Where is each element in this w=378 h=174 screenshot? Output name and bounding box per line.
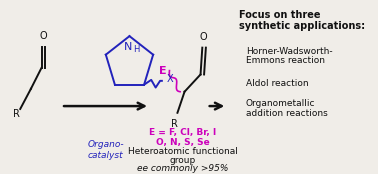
Text: R: R — [171, 118, 178, 129]
Text: O, N, S, Se: O, N, S, Se — [156, 138, 210, 147]
Text: addition reactions: addition reactions — [246, 109, 328, 118]
Text: Focus on three: Focus on three — [239, 10, 320, 20]
Text: Horner-Wadsworth-: Horner-Wadsworth- — [246, 47, 333, 56]
Text: E = F, Cl, Br, I: E = F, Cl, Br, I — [149, 128, 216, 137]
Text: Aldol reaction: Aldol reaction — [246, 79, 308, 88]
Text: N: N — [124, 42, 132, 52]
Text: Organometallic: Organometallic — [246, 99, 315, 108]
Text: E: E — [160, 66, 167, 76]
Text: H: H — [133, 45, 140, 54]
Text: ee commonly >95%: ee commonly >95% — [137, 164, 228, 173]
Text: O: O — [40, 31, 47, 41]
Text: Emmons reaction: Emmons reaction — [246, 56, 325, 65]
Text: synthetic applications:: synthetic applications: — [239, 21, 365, 31]
Text: Heteroatomic functional: Heteroatomic functional — [128, 147, 238, 156]
Text: R: R — [13, 109, 20, 119]
Text: Organo-
catalyst: Organo- catalyst — [87, 140, 124, 160]
Text: group: group — [170, 156, 196, 165]
Text: O: O — [199, 32, 207, 42]
Text: X: X — [166, 74, 173, 84]
